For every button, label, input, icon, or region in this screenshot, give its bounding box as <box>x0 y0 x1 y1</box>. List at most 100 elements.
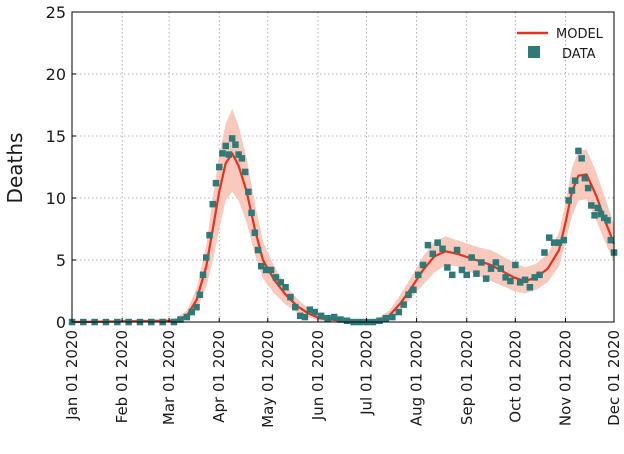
data-point <box>550 239 558 246</box>
data-point <box>565 197 572 204</box>
data-point <box>453 246 461 254</box>
data-point <box>578 155 585 162</box>
data-point <box>296 312 304 320</box>
data-point <box>301 313 309 321</box>
data-point <box>449 271 456 279</box>
data-point <box>287 293 294 301</box>
data-point <box>203 254 210 261</box>
x-tick-label: Jul 01 2020 <box>358 330 376 416</box>
data-point <box>568 187 576 194</box>
data-point <box>482 275 490 282</box>
data-point <box>541 249 548 256</box>
plot-frame <box>71 11 615 323</box>
data-point <box>502 274 509 281</box>
data-point <box>292 303 299 311</box>
data-point <box>343 317 351 324</box>
data-point <box>277 279 284 286</box>
data-point <box>607 236 614 244</box>
data-point <box>196 291 204 298</box>
data-point <box>232 141 239 148</box>
data-point <box>219 150 226 157</box>
x-tick-label: Aug 01 2020 <box>408 330 426 426</box>
x-tick-label: Jan 01 2020 <box>63 330 81 421</box>
x-tick-label: Mar 01 2020 <box>160 330 178 425</box>
data-point <box>478 259 485 266</box>
data-point <box>241 168 249 176</box>
data-point <box>228 135 236 142</box>
data-point <box>225 151 233 158</box>
x-ticks: Jan 01 2020 Feb 01 2020 Mar 01 2020 Apr 01 … <box>63 318 623 428</box>
data-point <box>526 284 534 291</box>
y-tick-label: 25 <box>46 3 66 22</box>
data-point <box>555 239 563 246</box>
data-point <box>487 265 495 272</box>
data-point <box>235 151 242 158</box>
data-point <box>516 279 524 286</box>
x-tick-label: Sep 01 2020 <box>458 330 476 425</box>
data-point <box>531 274 538 281</box>
data-point <box>330 313 338 321</box>
data-point <box>507 277 514 285</box>
data-point <box>575 147 582 155</box>
x-tick-label: Jun 01 2020 <box>309 330 327 421</box>
model-uncertainty-band <box>72 108 614 322</box>
data-point <box>245 188 252 196</box>
data-point <box>311 308 318 316</box>
data-point <box>251 229 259 236</box>
data-point <box>444 264 451 271</box>
data-point <box>248 209 255 217</box>
data-point <box>497 265 504 272</box>
y-tick-label: 0 <box>56 313 66 332</box>
data-point <box>604 217 611 224</box>
data-point <box>209 200 216 208</box>
data-point <box>272 274 280 281</box>
data-point <box>376 317 383 324</box>
data-point <box>424 241 432 249</box>
data-point <box>594 204 602 212</box>
data-point <box>560 236 568 244</box>
y-tick-label: 10 <box>46 189 66 208</box>
data-point <box>306 306 314 313</box>
data-point <box>216 163 223 171</box>
data-point <box>389 313 396 321</box>
data-point <box>429 250 436 258</box>
data-point <box>183 313 191 321</box>
legend-data-label: DATA <box>562 47 596 62</box>
data-point <box>193 303 200 311</box>
model-line <box>71 152 616 324</box>
y-tick-label: 5 <box>56 251 66 270</box>
data-point <box>597 210 605 218</box>
x-tick-label: Oct 01 2020 <box>506 330 524 423</box>
y-ticks: 0 5 10 15 20 25 <box>46 3 76 332</box>
x-tick-label: Feb 01 2020 <box>113 330 131 423</box>
data-point <box>434 239 441 246</box>
data-point <box>536 271 543 279</box>
data-point <box>473 270 480 277</box>
x-tick-label: Dec 01 2020 <box>605 330 623 426</box>
data-point <box>382 315 390 322</box>
data-point <box>199 271 207 279</box>
data-point <box>584 184 592 192</box>
data-point <box>415 271 422 279</box>
data-points <box>68 135 618 326</box>
data-point <box>177 316 184 323</box>
legend: MODEL DATA <box>517 27 604 62</box>
data-point <box>395 308 403 316</box>
data-point <box>254 246 262 254</box>
data-point <box>439 245 446 253</box>
data-point <box>521 276 529 284</box>
data-point <box>206 231 213 239</box>
data-point <box>410 286 417 293</box>
x-tick-label: Nov 01 2020 <box>557 330 575 426</box>
data-point <box>601 214 608 222</box>
x-tick-label: May 01 2020 <box>259 330 277 428</box>
data-point <box>419 261 427 269</box>
data-point <box>282 284 289 291</box>
data-point <box>492 259 500 266</box>
legend-model-label: MODEL <box>556 27 604 42</box>
data-point <box>324 315 331 322</box>
data-point <box>571 177 579 184</box>
data-point <box>468 254 475 261</box>
y-tick-label: 20 <box>46 65 66 84</box>
data-point <box>581 174 589 182</box>
